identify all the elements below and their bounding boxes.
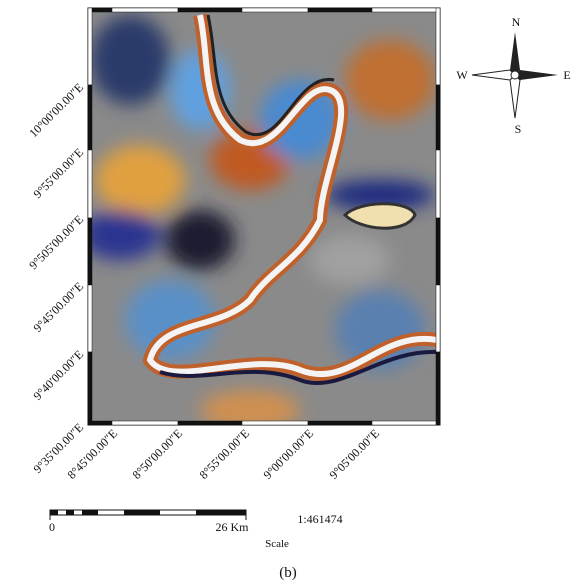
frame-segment [88,150,92,218]
scale-start: 0 [49,520,55,534]
frame-segment [436,150,440,218]
scale-title: Scale [265,538,289,550]
lon-label: 8°50′00.00″E [129,426,185,482]
frame-segment [112,421,178,425]
frame-segment [242,421,308,425]
frame-segment [112,8,178,12]
frame-segment [88,352,92,425]
frame-segment [88,85,92,150]
map-image [80,11,437,430]
frame-segment [308,8,372,12]
lat-label: 9°45′00.00″E [30,279,86,335]
frame-segment [436,85,440,150]
frame-segment [436,352,440,425]
frame-segment [372,8,440,12]
compass-w: W [456,68,468,82]
figure: N E S W 0 26 Km Scale 1:461474 (b) 10°00… [0,0,576,587]
lon-label: 9°05′00.00″E [326,426,382,482]
frame-segment [372,421,440,425]
lat-label: 9°505′00.00″E [26,212,86,272]
frame-segment [242,8,308,12]
compass: N E S W [456,15,570,136]
lat-label: 9°40′00.00″E [30,347,86,403]
lat-label: 10°00′00.00″E [26,80,86,140]
frame-segment [308,421,372,425]
compass-n: N [512,15,521,29]
frame-segment [436,285,440,352]
scale-bar: 0 26 Km Scale 1:461474 [49,510,343,550]
lon-label: 8°55′00.00″E [196,426,252,482]
compass-e: E [563,68,570,82]
frame-segment [436,218,440,285]
frame-segment [88,8,92,85]
compass-s: S [515,122,522,136]
frame-segment [88,285,92,352]
frame-segment [178,421,242,425]
lat-label: 9°55′00.00″E [30,145,86,201]
caption: (b) [279,565,297,581]
scale-end: 26 Km [216,520,250,534]
frame-segment [436,8,440,85]
lon-label: 9°00′00.00″E [260,426,316,482]
scale-ratio: 1:461474 [297,512,342,526]
frame-segment [178,8,242,12]
frame-segment [88,218,92,285]
